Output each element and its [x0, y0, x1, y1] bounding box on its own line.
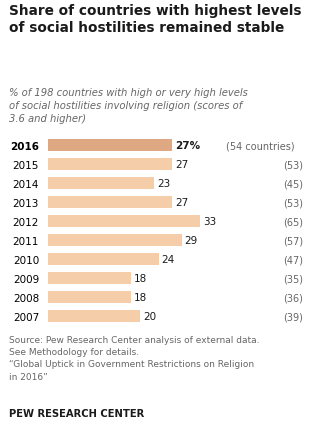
Text: (53): (53): [283, 198, 303, 208]
Bar: [48, 310, 140, 322]
Text: 29: 29: [184, 236, 198, 246]
Text: % of 198 countries with high or very high levels
of social hostilities involving: % of 198 countries with high or very hig…: [9, 88, 248, 124]
Text: (65): (65): [283, 217, 303, 227]
Text: 27%: 27%: [175, 141, 200, 151]
Text: PEW RESEARCH CENTER: PEW RESEARCH CENTER: [9, 408, 144, 418]
Bar: [48, 292, 131, 303]
Text: (39): (39): [283, 311, 303, 321]
Bar: [48, 140, 172, 152]
Text: (35): (35): [283, 273, 303, 283]
Bar: [48, 254, 159, 265]
Text: 33: 33: [203, 217, 216, 227]
Bar: [48, 273, 131, 284]
Text: 27: 27: [175, 198, 188, 208]
Text: (57): (57): [283, 236, 303, 246]
Text: 27: 27: [175, 160, 188, 170]
Text: (54 countries): (54 countries): [226, 141, 295, 151]
Text: (53): (53): [283, 160, 303, 170]
Text: 20: 20: [143, 311, 156, 321]
Bar: [48, 159, 172, 171]
Bar: [48, 216, 200, 227]
Bar: [48, 178, 154, 190]
Text: 23: 23: [157, 179, 170, 189]
Bar: [48, 197, 172, 209]
Text: Share of countries with highest levels
of social hostilities remained stable: Share of countries with highest levels o…: [9, 4, 302, 35]
Text: Source: Pew Research Center analysis of external data.
See Methodology for detai: Source: Pew Research Center analysis of …: [9, 335, 260, 381]
Bar: [48, 235, 182, 246]
Text: (47): (47): [283, 255, 303, 264]
Text: 18: 18: [134, 292, 147, 302]
Text: 18: 18: [134, 273, 147, 283]
Text: (36): (36): [283, 292, 303, 302]
Text: (45): (45): [283, 179, 303, 189]
Text: 24: 24: [162, 255, 175, 264]
